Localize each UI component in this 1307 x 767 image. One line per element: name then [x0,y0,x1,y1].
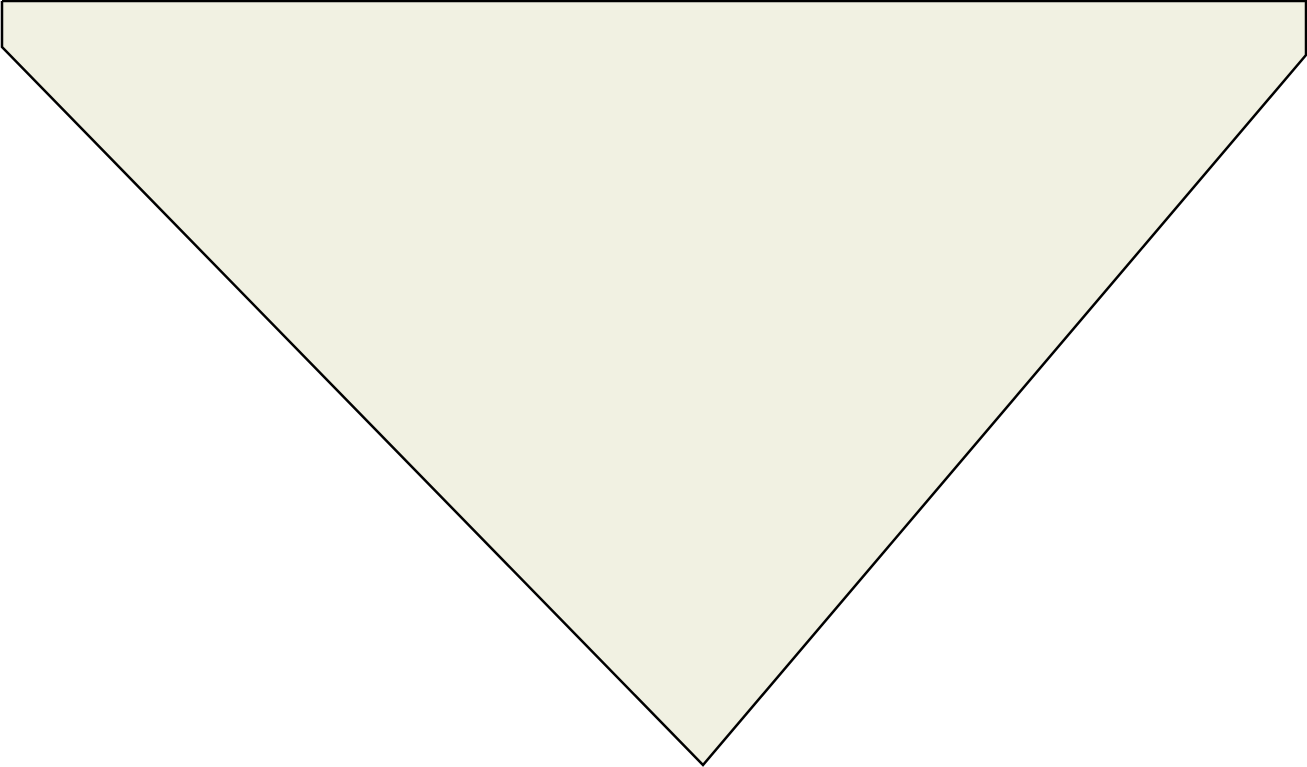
canvas [0,0,1307,767]
triangle-fill [1,1,1306,765]
triangle-outline [0,0,1307,767]
triangle-graphic [0,0,1307,767]
